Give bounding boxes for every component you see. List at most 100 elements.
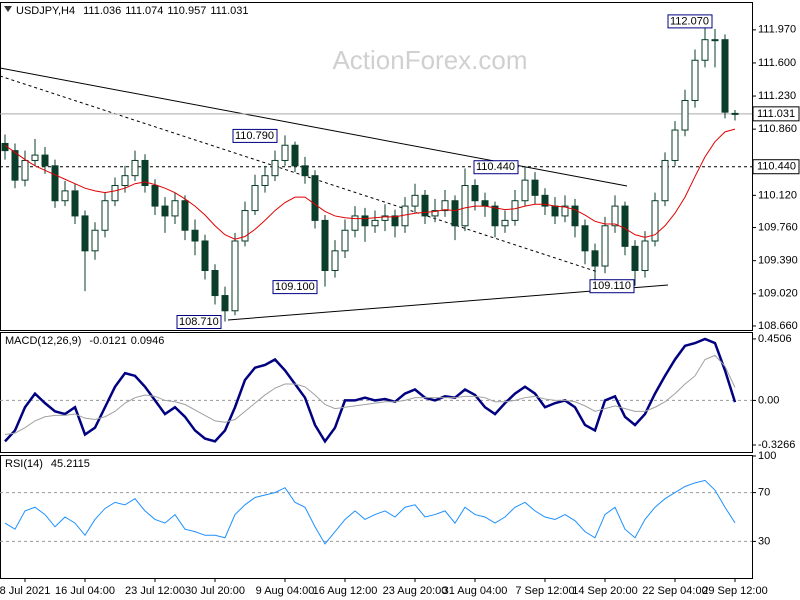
y-tick-label: 109.760 xyxy=(758,221,798,233)
header-value: 45.2115 xyxy=(51,458,90,470)
header-value: 110.957 xyxy=(167,5,206,17)
y-tick-label: 0.4506 xyxy=(758,333,792,345)
y-tick-label: 100 xyxy=(758,450,776,462)
header-value: 111.074 xyxy=(125,5,163,17)
candle-body xyxy=(331,250,339,272)
header-value: 0.0946 xyxy=(131,335,165,347)
candle-body xyxy=(451,200,459,227)
candle-body xyxy=(401,205,409,227)
candle-body xyxy=(181,200,189,231)
candle-body xyxy=(101,200,109,231)
series-line xyxy=(4,337,737,444)
watermark: ActionForex.com xyxy=(332,45,527,75)
y-tick-label: 109.390 xyxy=(758,255,798,267)
trendline-dashed xyxy=(0,75,599,273)
last-price-box xyxy=(752,106,800,122)
annotation-label: 108.710 xyxy=(179,316,219,328)
x-tick-label: 9 Aug 04:00 xyxy=(256,585,315,597)
candle-body xyxy=(251,185,259,212)
candle-body xyxy=(711,39,719,42)
candle-body xyxy=(551,205,559,217)
candle-body xyxy=(511,200,519,221)
candle-body xyxy=(721,39,729,113)
x-tick-label: 7 Sep 12:00 xyxy=(515,585,574,597)
candle-body xyxy=(81,215,89,252)
x-tick-label: 16 Aug 12:00 xyxy=(313,585,378,597)
x-tick-label: 8 Jul 2021 xyxy=(0,585,50,597)
candle-body xyxy=(691,59,699,102)
annotation-label: 109.100 xyxy=(275,281,315,293)
candle-body xyxy=(71,190,79,217)
candle-body xyxy=(611,205,619,227)
y-tick-label: 30 xyxy=(758,535,770,547)
x-tick-label: 31 Aug 04:00 xyxy=(443,585,508,597)
candle-body xyxy=(211,270,219,297)
candle-body xyxy=(461,185,469,227)
candle-body xyxy=(51,165,59,202)
candle-body xyxy=(431,210,439,217)
candle-body xyxy=(631,245,639,272)
y-tick-label: 110.860 xyxy=(758,123,797,135)
y-tick-label: 70 xyxy=(758,487,770,499)
y-tick-label: 108.660 xyxy=(758,320,798,332)
y-tick-label: 0.00 xyxy=(758,394,779,406)
candle-body xyxy=(91,229,99,252)
candle-body xyxy=(441,200,449,212)
candle-body xyxy=(361,215,369,227)
candle-body xyxy=(271,159,279,177)
collapse-icon[interactable] xyxy=(4,6,12,12)
candle-body xyxy=(31,154,39,161)
annotation-box xyxy=(232,128,278,143)
series-line xyxy=(4,354,736,436)
annotation-label: 109.110 xyxy=(592,280,631,292)
x-tick-label: 23 Aug 20:00 xyxy=(383,585,448,597)
panel-header: USDJPY,H4 111.036 111.074 110.957 111.031 xyxy=(16,5,248,17)
candle-body xyxy=(281,144,289,161)
candle-body xyxy=(231,240,239,312)
y-tick-label: 111.600 xyxy=(758,57,796,69)
candle-body xyxy=(11,150,19,181)
candle-body xyxy=(731,112,739,115)
candle-body xyxy=(171,200,179,217)
candle-body xyxy=(241,210,249,242)
x-tick-label: 16 Jul 04:00 xyxy=(55,585,115,597)
header-value: -0.0121 xyxy=(89,335,126,347)
candle-body xyxy=(641,240,649,272)
y-tick-label: 110.120 xyxy=(758,189,797,201)
candle-body xyxy=(561,205,569,217)
candle-body xyxy=(341,229,349,252)
annotation-label: 112.070 xyxy=(670,15,709,27)
candle-body xyxy=(481,200,489,207)
candle-body xyxy=(351,215,359,231)
candle-body xyxy=(591,250,599,267)
header-value: RSI(14) xyxy=(5,458,43,470)
candle-body xyxy=(301,165,309,177)
candle-body xyxy=(581,225,589,252)
candle-body xyxy=(61,190,69,202)
candle-body xyxy=(411,194,419,207)
candle-body xyxy=(541,194,549,207)
x-tick-label: 14 Sep 20:00 xyxy=(572,585,637,597)
candle-body xyxy=(621,205,629,247)
x-tick-label: 22 Sep 04:00 xyxy=(642,585,707,597)
price-panel xyxy=(0,2,753,331)
candle-body xyxy=(571,205,579,227)
annotation-label: 110.440 xyxy=(476,161,515,173)
x-tick-label: 23 Jul 12:00 xyxy=(125,585,185,597)
last-price-label: 111.031 xyxy=(757,108,795,120)
y-tick-label: -0.3266 xyxy=(758,439,795,451)
annotation-box xyxy=(473,160,519,175)
header-value: 111.031 xyxy=(210,5,248,17)
candle-body xyxy=(521,179,529,202)
annotation-box xyxy=(589,279,635,294)
candle-body xyxy=(21,159,29,181)
rsi-panel xyxy=(0,455,753,579)
candle-body xyxy=(151,185,159,207)
candle-body xyxy=(531,179,539,196)
candle-body xyxy=(661,159,669,202)
candle-body xyxy=(601,225,609,267)
level-label: 110.440 xyxy=(757,161,796,173)
annotation-box xyxy=(176,315,222,330)
candle-body xyxy=(261,175,269,187)
candle-body xyxy=(681,100,689,131)
